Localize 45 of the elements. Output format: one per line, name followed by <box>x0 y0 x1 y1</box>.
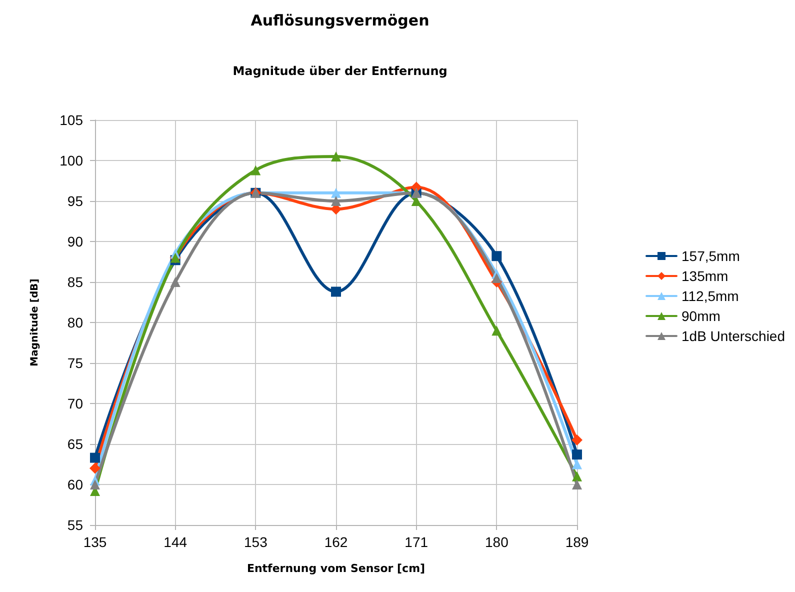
y-tick-label: 90 <box>67 234 84 250</box>
point <box>492 272 502 283</box>
point <box>90 462 100 474</box>
legend-label: 157,5mm <box>681 248 740 264</box>
point <box>572 450 582 460</box>
y-tick-label: 105 <box>60 112 84 128</box>
point <box>572 459 582 470</box>
x-tick-label: 144 <box>164 534 188 550</box>
x-tick-label: 189 <box>565 534 589 550</box>
y-tick-label: 55 <box>67 517 84 533</box>
x-tick-label: 171 <box>404 534 428 550</box>
x-tick-label: 180 <box>484 534 509 550</box>
x-tick-label: 135 <box>83 534 107 550</box>
point <box>250 165 261 176</box>
point <box>331 196 341 206</box>
y-tick-label: 65 <box>67 436 84 452</box>
legend-label: 1dB Unterschied <box>681 328 786 344</box>
y-tick-label: 60 <box>67 476 84 492</box>
point <box>572 434 582 446</box>
x-axis-title: Entfernung vom Sensor [cm] <box>246 562 426 575</box>
point <box>331 188 341 198</box>
legend-label: 90mm <box>681 308 720 324</box>
y-tick-label: 80 <box>67 314 84 330</box>
point <box>170 277 180 287</box>
point <box>90 480 100 490</box>
y-tick-label: 100 <box>60 152 84 168</box>
y-tick-label: 70 <box>67 396 84 412</box>
point <box>492 251 502 262</box>
y-axis-title: Magnitude [dB] <box>30 278 40 366</box>
point <box>90 452 100 463</box>
point <box>492 326 502 336</box>
chart-subtitle: Magnitude über der Entfernung <box>232 64 448 78</box>
point <box>572 480 582 490</box>
point <box>331 286 341 297</box>
legend-label: 112,5mm <box>681 288 739 304</box>
x-tick-label: 162 <box>324 534 348 550</box>
x-tick-label: 153 <box>244 534 268 550</box>
chart-title: Auflösungsvermögen <box>250 12 430 30</box>
legend-label: 135mm <box>681 268 728 284</box>
point <box>572 471 582 482</box>
point <box>331 151 341 162</box>
y-tick-label: 75 <box>67 355 84 371</box>
y-tick-label: 85 <box>67 274 84 290</box>
point <box>411 196 422 206</box>
y-tick-label: 95 <box>67 193 84 209</box>
